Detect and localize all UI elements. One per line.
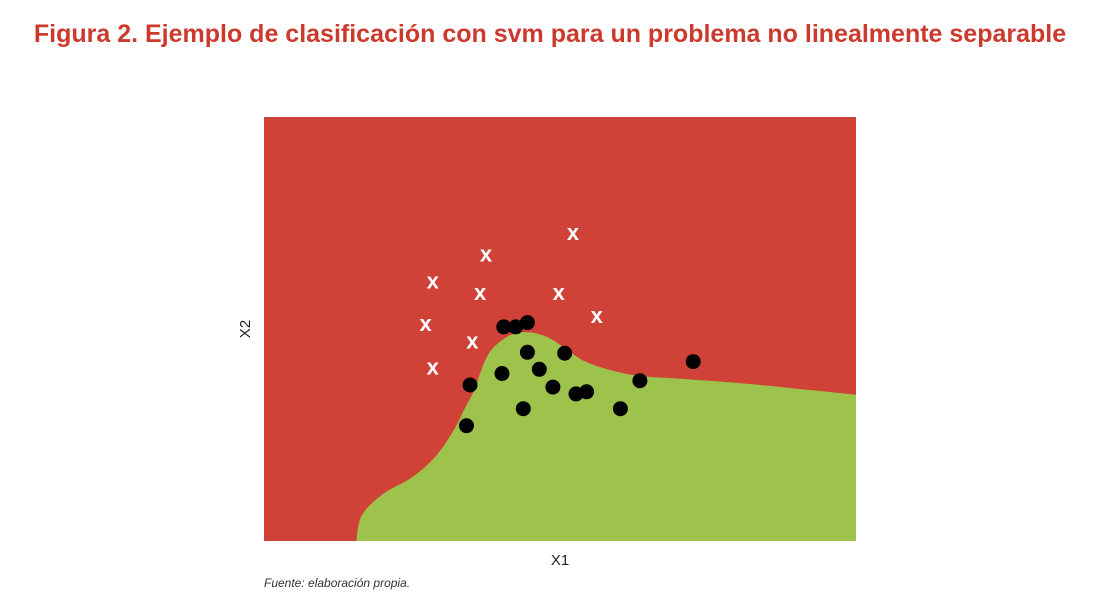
point-x: x: [427, 355, 440, 380]
point-dot: [685, 354, 701, 370]
point-dot: [515, 401, 531, 417]
point-dot: [531, 361, 547, 377]
point-x: x: [466, 328, 479, 353]
figure-title: Figura 2. Ejemplo de clasificación con s…: [33, 20, 1067, 48]
point-x: x: [591, 303, 604, 328]
point-x: x: [480, 242, 493, 267]
point-dot: [462, 377, 478, 393]
point-dot: [545, 379, 561, 395]
point-dot: [508, 319, 524, 335]
point-dot: [496, 319, 512, 335]
y-axis-label: X2: [237, 320, 254, 338]
point-x: x: [553, 280, 566, 305]
point-dot: [557, 345, 573, 361]
point-dot: [494, 366, 510, 381]
point-dot: [632, 373, 648, 389]
point-x: x: [427, 269, 440, 294]
point-dot: [612, 401, 628, 417]
point-dot: [568, 386, 584, 402]
region-positive: [356, 332, 856, 541]
x-axis-label: X1: [551, 552, 569, 569]
point-dot: [519, 315, 535, 331]
point-dot: [519, 344, 535, 360]
source-note: Fuente: elaboración propia.: [264, 576, 411, 590]
point-x: x: [419, 311, 432, 336]
point-x: x: [567, 220, 580, 245]
point-x: x: [474, 280, 487, 305]
point-dot: [459, 418, 474, 434]
